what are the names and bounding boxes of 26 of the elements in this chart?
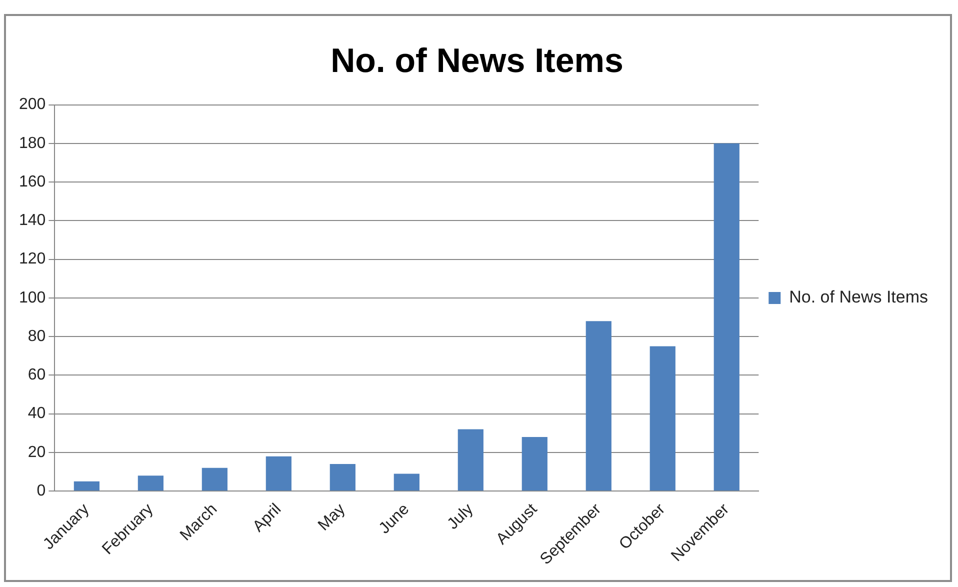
bar	[138, 476, 164, 491]
bar	[458, 429, 484, 491]
bar	[74, 481, 100, 491]
y-tick-label: 120	[18, 250, 46, 268]
y-tick-label: 80	[28, 328, 46, 345]
bar	[330, 464, 356, 491]
y-tick-label: 160	[18, 173, 46, 190]
legend-label: No. of News Items	[789, 288, 928, 307]
y-tick-label: 40	[28, 405, 46, 422]
x-tick-label: July	[444, 500, 477, 533]
bar	[394, 474, 420, 491]
bar	[650, 346, 676, 491]
chart-title: No. of News Items	[330, 42, 624, 80]
y-tick-label: 100	[18, 289, 46, 306]
y-tick-label: 200	[18, 96, 46, 114]
y-tick-label: 140	[18, 212, 46, 230]
x-tick-label: May	[315, 500, 349, 534]
y-tick-label: 180	[18, 134, 46, 152]
y-tick-label: 60	[28, 366, 46, 384]
y-tick-label: 0	[36, 482, 46, 500]
bar	[202, 468, 228, 491]
y-tick-label: 20	[28, 444, 46, 461]
bar	[714, 143, 740, 491]
bar	[266, 456, 292, 491]
bar	[522, 437, 548, 491]
bar	[586, 321, 612, 491]
